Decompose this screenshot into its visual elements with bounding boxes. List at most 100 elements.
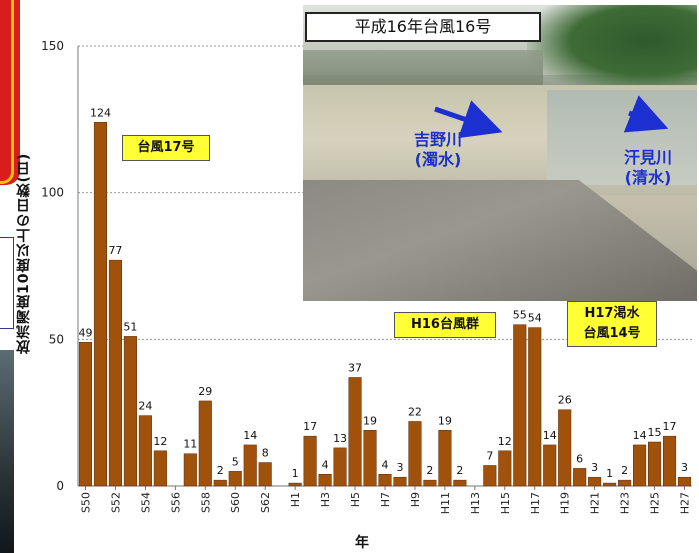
- x-tick-H3: H3: [319, 492, 332, 507]
- bar-H15: [498, 450, 512, 487]
- bar-H5: [348, 377, 362, 487]
- bar-S61: [243, 444, 257, 487]
- photo-arrows: [434, 95, 669, 139]
- right-river-label: 汗見川 (清水): [598, 148, 698, 188]
- value-label-S61: 14: [243, 429, 257, 442]
- value-label-H9: 22: [408, 405, 422, 418]
- x-tick-labels: S50 S52 S54 S56 S58 S60 S62 H1 H3 H5 H7 H9 H11 H13 H15…: [79, 492, 691, 514]
- value-label-S54: 24: [138, 400, 152, 413]
- bar-S51: [93, 122, 108, 487]
- callout-typhoon-17: 台風17号: [122, 135, 210, 161]
- right-river-name: 汗見川: [623, 148, 672, 167]
- value-label-H24: 14: [633, 429, 647, 442]
- x-tick-S50: S50: [79, 492, 92, 513]
- bar-H16: [513, 324, 527, 487]
- value-label-S51: 124: [90, 106, 111, 119]
- photo-title: 平成16年台風16号: [305, 12, 541, 42]
- value-label-H4: 13: [333, 432, 347, 445]
- value-label-S53: 51: [123, 320, 137, 333]
- value-label-H18: 14: [543, 429, 557, 442]
- bars: [78, 122, 692, 487]
- callout-h17-line2: 台風14号: [583, 326, 641, 341]
- value-label-H12: 2: [456, 464, 463, 477]
- bar-S50: [78, 342, 93, 487]
- left-river-note: (濁水): [414, 150, 462, 169]
- value-label-H11: 19: [438, 414, 452, 427]
- y-tick-50: 50: [49, 332, 64, 346]
- bar-H25: [648, 441, 662, 487]
- x-tick-H19: H19: [559, 492, 572, 514]
- bar-S57: [183, 453, 197, 487]
- right-river-arrow-icon: [623, 95, 669, 133]
- bar-H20: [573, 468, 587, 487]
- y-tick-labels: 0 50 100 150: [41, 39, 64, 493]
- bar-S58: [198, 400, 212, 487]
- bar-S54: [138, 415, 152, 487]
- right-river-note: (清水): [624, 168, 672, 187]
- value-label-H8: 3: [396, 461, 403, 474]
- bar-H19: [558, 409, 572, 487]
- value-label-H22: 1: [606, 467, 613, 480]
- value-label-H3: 4: [322, 458, 329, 471]
- y-tick-100: 100: [41, 186, 64, 200]
- left-river-arrow-icon: [434, 100, 503, 139]
- value-label-H15: 12: [498, 435, 512, 448]
- bar-H10: [423, 479, 437, 487]
- bar-H26: [662, 435, 677, 487]
- bar-S52: [108, 259, 122, 487]
- callout-h17-drought: H17渇水 台風14号: [567, 301, 657, 347]
- x-tick-S60: S60: [229, 492, 242, 513]
- bar-H12: [453, 479, 467, 487]
- bar-S60: [228, 471, 242, 487]
- value-label-S59: 2: [217, 464, 224, 477]
- bar-H8: [393, 476, 407, 487]
- bar-H18: [543, 444, 557, 487]
- value-label-S60: 5: [232, 455, 239, 468]
- photo-hills: [527, 5, 697, 95]
- callout-h16-typhoons: H16台風群: [394, 312, 496, 338]
- value-label-H5: 37: [348, 361, 362, 374]
- x-tick-S62: S62: [259, 492, 272, 513]
- value-label-H27: 3: [681, 461, 688, 474]
- cropped-yellow-border: [0, 0, 14, 184]
- bar-H6: [363, 430, 377, 487]
- bar-H7: [378, 474, 392, 487]
- photo-clear-water: [547, 90, 697, 185]
- y-tick-0: 0: [56, 479, 64, 493]
- x-tick-S52: S52: [109, 492, 122, 513]
- bar-H17: [528, 327, 542, 487]
- bar-H24: [633, 444, 647, 487]
- x-tick-H1: H1: [289, 492, 302, 507]
- callout-h17-line1: H17渇水: [584, 306, 640, 321]
- x-tick-S56: S56: [169, 492, 182, 513]
- value-label-H21: 3: [591, 461, 598, 474]
- y-axis-label: 放流濁度10度以上の日数(日): [16, 152, 32, 354]
- cropped-blue-box: [0, 237, 14, 329]
- value-label-H20: 6: [576, 452, 583, 465]
- bar-H14: [483, 465, 497, 487]
- value-label-S55: 12: [153, 435, 167, 448]
- bar-H23: [618, 479, 632, 487]
- x-tick-H27: H27: [679, 492, 692, 514]
- x-tick-H13: H13: [469, 492, 482, 514]
- bar-S62: [258, 462, 272, 487]
- value-label-H19: 26: [558, 394, 572, 407]
- y-tick-150: 150: [41, 39, 64, 53]
- value-label-S52: 77: [108, 244, 122, 257]
- cropped-dark-photo: [0, 350, 14, 553]
- x-tick-H7: H7: [379, 492, 392, 507]
- bar-H1: [288, 482, 302, 487]
- value-label-S58: 29: [198, 385, 212, 398]
- x-tick-H9: H9: [409, 492, 422, 507]
- x-tick-H25: H25: [649, 492, 662, 514]
- value-label-H26: 17: [663, 420, 677, 433]
- value-label-H10: 2: [426, 464, 433, 477]
- bar-H22: [603, 482, 617, 487]
- left-river-name: 吉野川: [413, 130, 462, 149]
- bar-H21: [588, 476, 602, 487]
- value-label-S62: 8: [262, 447, 269, 460]
- value-label-H2: 17: [303, 420, 317, 433]
- bar-H27: [677, 476, 692, 487]
